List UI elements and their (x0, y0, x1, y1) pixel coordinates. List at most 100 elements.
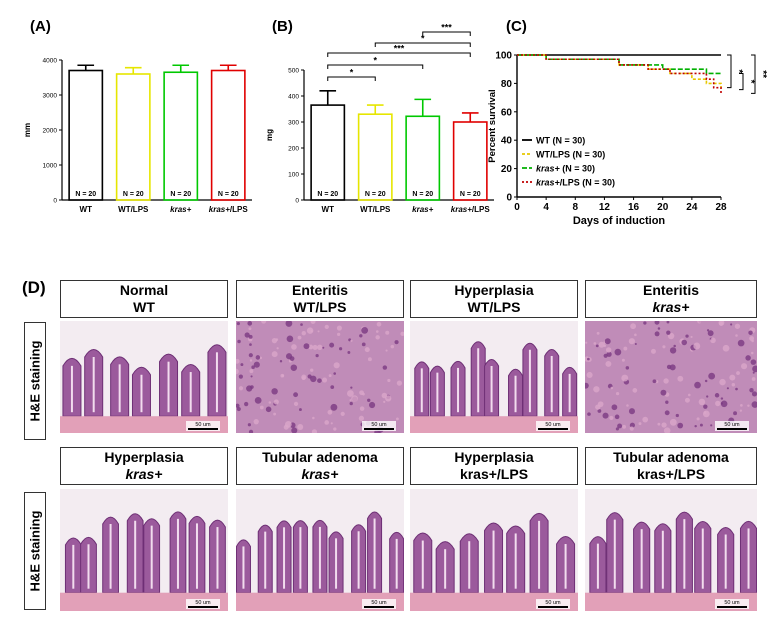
cell (358, 415, 365, 421)
bar (163, 71, 199, 201)
cell (297, 423, 304, 430)
cell (400, 331, 404, 337)
cell (681, 339, 687, 346)
bar-n-label: N = 20 (75, 191, 96, 198)
cell (665, 400, 669, 404)
histo-label-line1: Enteritis (291, 282, 348, 298)
cell (248, 334, 253, 339)
bar (405, 115, 441, 201)
cell (333, 372, 337, 375)
cell (722, 344, 730, 352)
cell (310, 368, 314, 372)
tissue-background (585, 321, 757, 433)
cell (666, 321, 670, 324)
category-label: kras+ (170, 205, 191, 214)
cell (595, 404, 601, 410)
cell (315, 353, 319, 358)
significance-mark: * (373, 56, 377, 66)
histo-label-line1: Normal (119, 282, 169, 298)
cell (586, 371, 593, 379)
cell (702, 410, 710, 418)
cell (367, 398, 371, 402)
bar (357, 113, 393, 201)
cell (301, 374, 307, 380)
cell (293, 401, 299, 407)
significance-bracket (739, 72, 744, 91)
cell (593, 342, 597, 345)
cell (247, 321, 253, 326)
bar (452, 121, 488, 201)
significance-bracket (422, 31, 471, 36)
cell (248, 353, 253, 358)
micrograph-r1-1: 50 um (60, 321, 228, 433)
cell (603, 344, 607, 347)
cell (664, 410, 670, 416)
cell (324, 420, 330, 425)
scale-bar-bg (715, 599, 749, 609)
histo-label-r2-2: Tubular adenoma kras+ (236, 447, 404, 485)
histo-label-line2: WT/LPS (467, 299, 521, 315)
cell (367, 357, 372, 362)
cell (622, 424, 626, 429)
bar (310, 104, 346, 201)
histo-label-line1: Hyperplasia (454, 449, 534, 465)
cell (312, 344, 318, 350)
cell (271, 388, 278, 395)
cell (731, 383, 736, 387)
scale-bar-label: 50 um (545, 422, 561, 428)
y-axis-label: mm (23, 123, 32, 137)
cell (629, 422, 635, 428)
cell (739, 409, 743, 412)
cell (617, 423, 623, 429)
x-tick-label: 16 (628, 202, 640, 213)
bar (210, 69, 246, 201)
cell (236, 403, 240, 408)
cell (669, 364, 676, 371)
cell (248, 429, 254, 433)
cell (253, 419, 259, 425)
significance-bracket (374, 42, 471, 47)
category-label: WT/LPS (360, 205, 391, 214)
cell (301, 331, 306, 336)
cell (615, 392, 620, 396)
cell (381, 392, 388, 399)
cell (376, 321, 382, 327)
cell (390, 344, 395, 349)
cell (385, 330, 390, 335)
cell (285, 353, 293, 360)
cell (396, 380, 403, 386)
y-tick-label: 400 (288, 94, 299, 101)
significance-bracket (751, 54, 756, 94)
cell (330, 403, 338, 411)
scale-bar-bg (186, 421, 220, 431)
cell (735, 387, 738, 391)
he-staining-text-row1: H&E staining (27, 340, 43, 422)
y-tick-label: 100 (288, 172, 299, 179)
cell (698, 398, 706, 406)
micrograph-r2-2: 50 um (236, 489, 404, 611)
cell (688, 393, 691, 397)
cell (375, 335, 380, 340)
category-label: WT (322, 205, 335, 214)
cell (605, 360, 612, 367)
cell (361, 342, 366, 347)
cell (382, 365, 388, 370)
y-tick-label: 0 (53, 198, 57, 205)
x-tick-label: 20 (657, 202, 669, 213)
x-axis-label: Days of induction (573, 215, 666, 227)
cell (298, 408, 302, 411)
bar-n-label: N = 20 (218, 191, 239, 198)
x-tick-label: 0 (514, 202, 520, 213)
cell (293, 392, 299, 398)
cell (265, 406, 272, 413)
cell (710, 424, 713, 427)
cell (745, 355, 751, 361)
cell (750, 351, 754, 355)
bar-n-label: N = 20 (317, 191, 338, 198)
cell (387, 378, 391, 383)
legend-label: WT/LPS (N = 30) (536, 150, 605, 160)
cell (642, 416, 649, 423)
cell (593, 386, 600, 393)
micrograph-image: 50 um (236, 489, 404, 611)
cell (276, 347, 279, 350)
